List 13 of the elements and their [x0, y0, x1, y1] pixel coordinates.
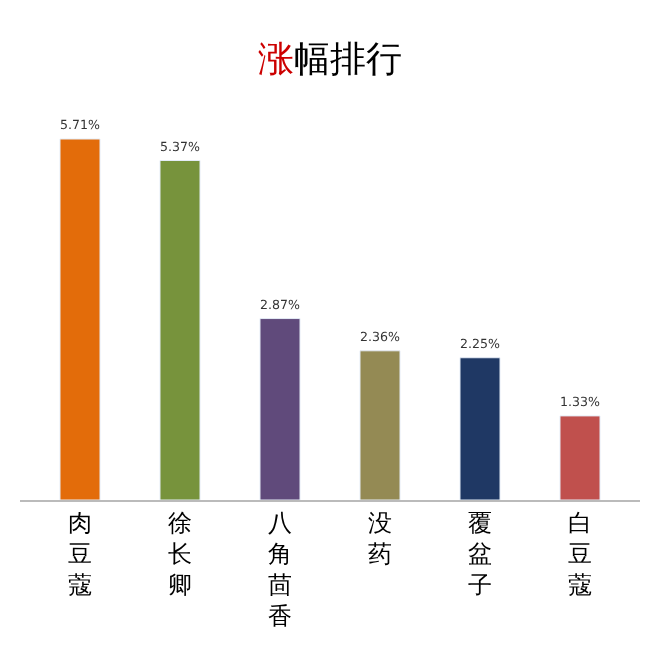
x-tick-label: 肉豆蔻 [68, 508, 92, 600]
x-tick-label: 覆盆子 [468, 508, 492, 600]
bar [359, 350, 401, 500]
bar [159, 160, 201, 500]
bar [559, 415, 601, 500]
bar [459, 357, 501, 500]
x-tick-label: 白豆蔻 [568, 508, 592, 600]
bar [259, 318, 301, 500]
x-tick-label: 八角茴香 [268, 508, 292, 631]
chart-title: 涨幅排行 [258, 39, 402, 82]
x-tick-label: 没药 [368, 508, 392, 568]
x-tick-label: 徐长卿 [168, 508, 192, 600]
bar [59, 138, 101, 500]
